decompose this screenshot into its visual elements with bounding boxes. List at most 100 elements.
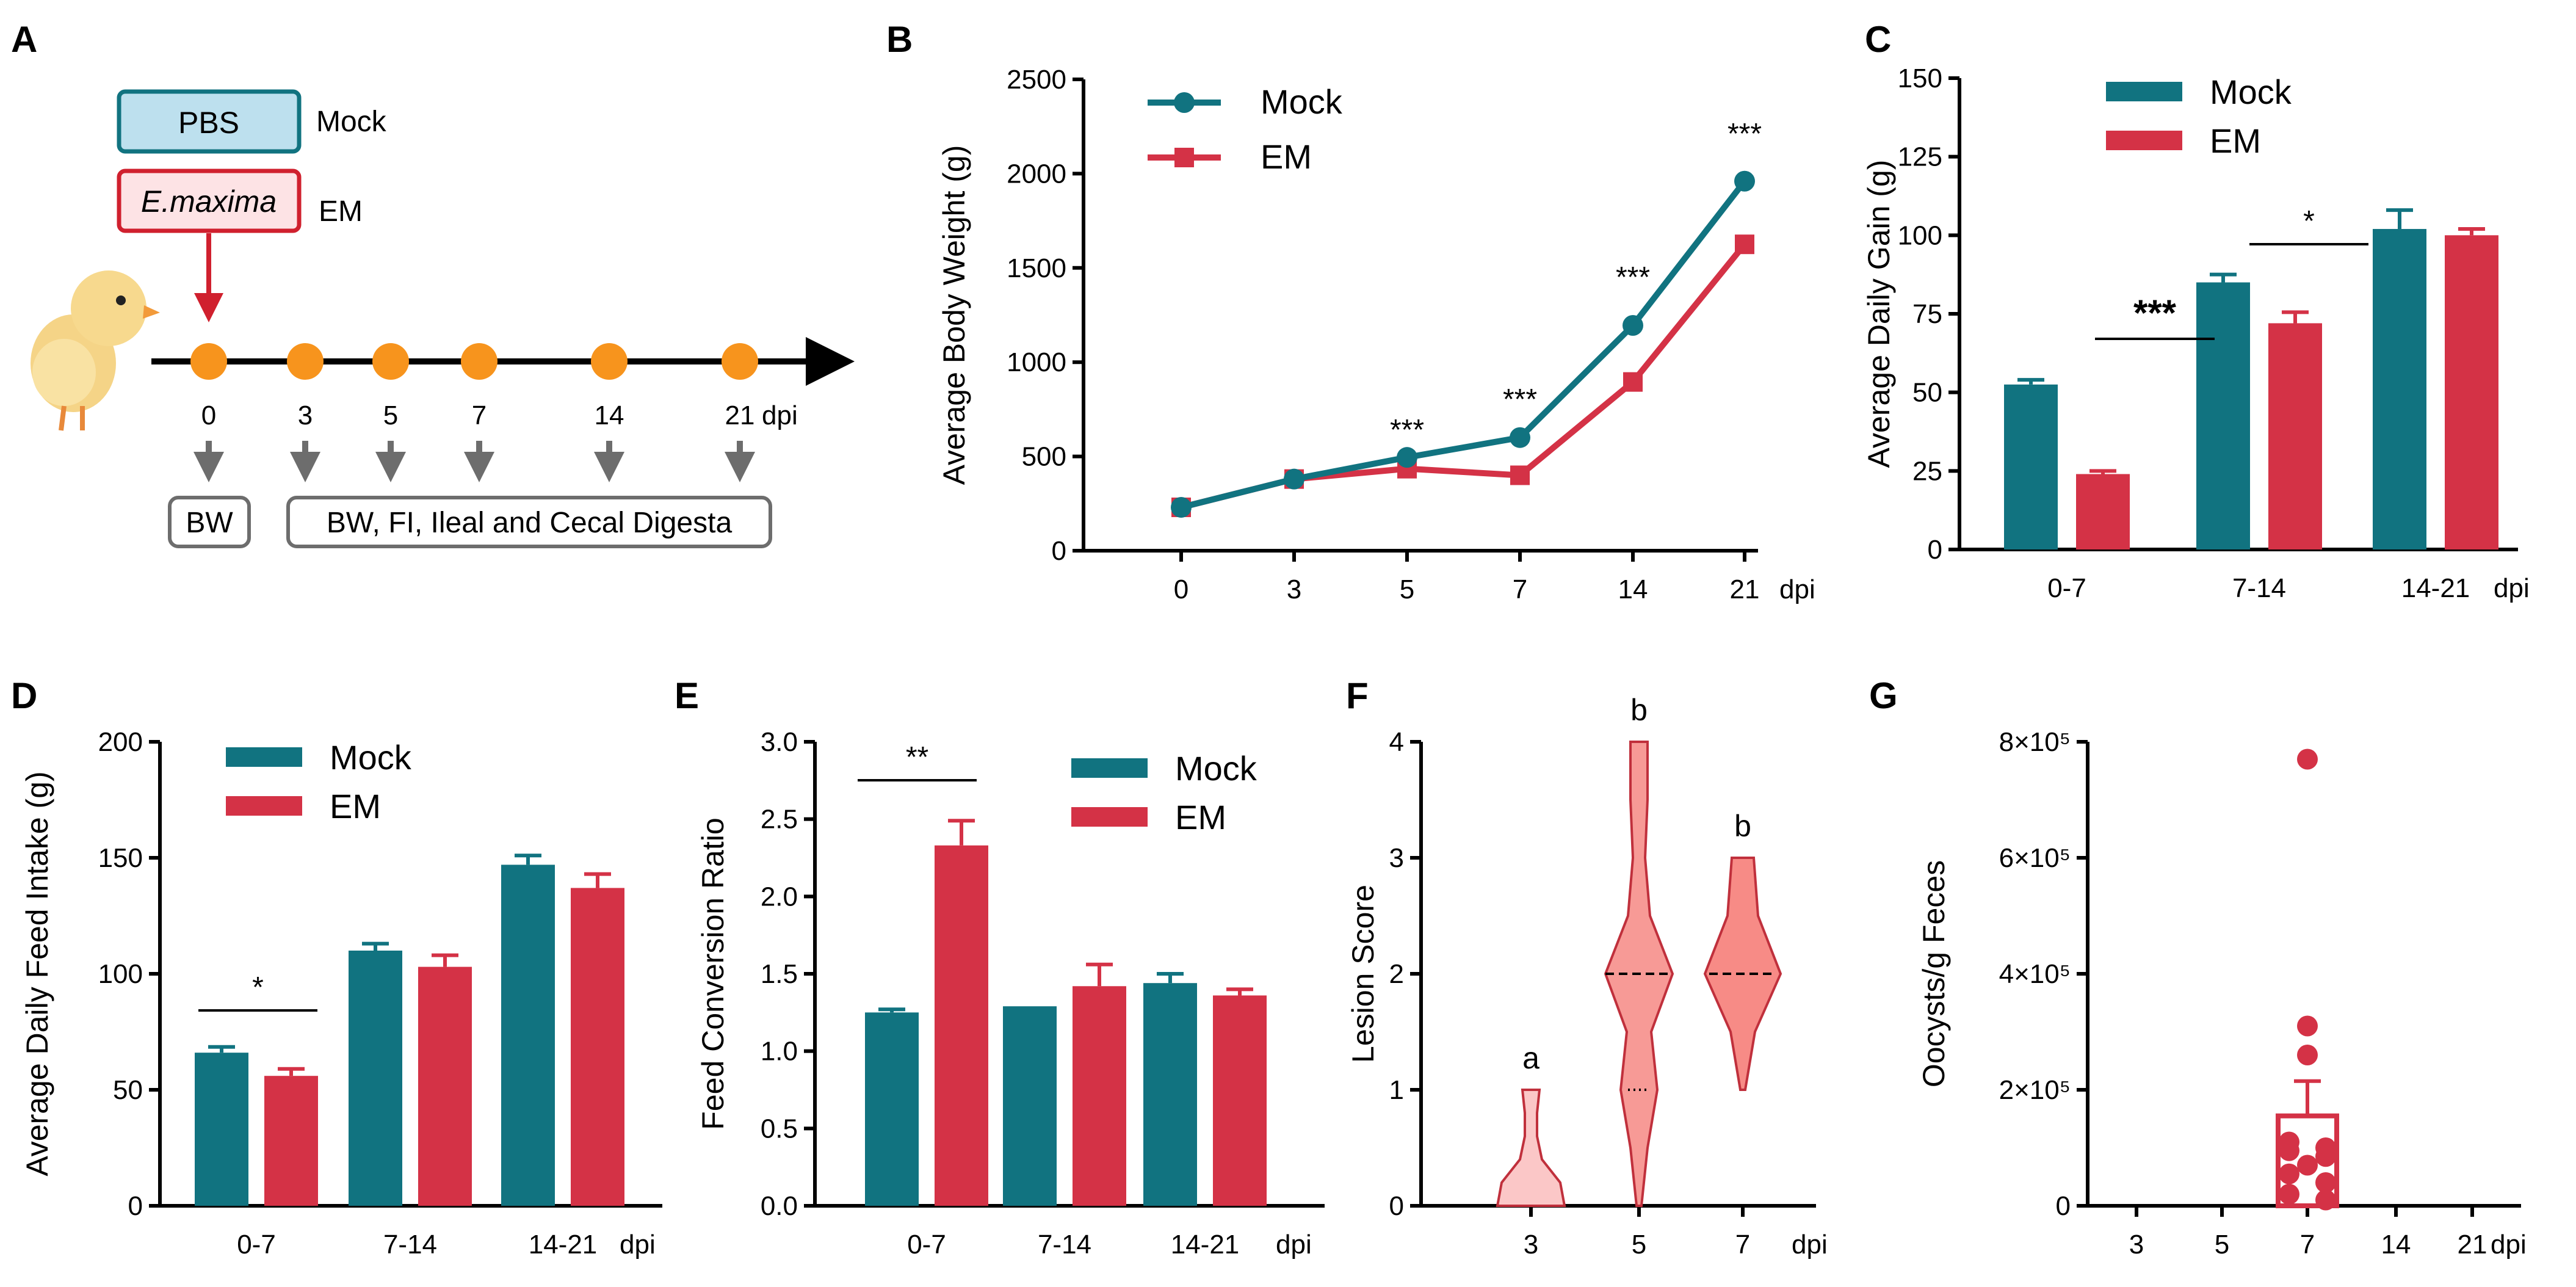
x-tick-label: 21	[1730, 575, 1760, 604]
violin-day-3	[1496, 1089, 1566, 1207]
data-point	[2297, 1045, 2318, 1065]
y-tick-label: 0	[128, 1191, 143, 1221]
panel-a: A PBS Mock E.maxima EM 0 3 5 7 14 21 dpi BW BW…	[11, 19, 855, 548]
x-tick-label: 0	[1174, 575, 1189, 604]
chart-f: 0 1 2 3 4 Lesion Score 3 5 7 dpi a b b	[1346, 693, 1828, 1260]
x-tick-label: 14-21	[2401, 573, 2470, 603]
pbs-label: PBS	[178, 106, 239, 140]
bar-mock	[1143, 983, 1197, 1206]
em-box	[117, 169, 302, 233]
legend-marker-mock	[1174, 92, 1195, 113]
y-tick-label: 1500	[1007, 253, 1066, 283]
legend-label-mock: Mock	[330, 738, 412, 777]
bar-mock	[2373, 229, 2426, 549]
x-tick-label: 7-14	[2232, 573, 2286, 603]
data-point	[2279, 1184, 2299, 1205]
y-tick-label: 2.5	[761, 805, 798, 835]
y-tick-label: 2	[1389, 959, 1404, 989]
timeline-dot-day-14	[591, 343, 628, 380]
y-tick-label: 2×10⁵	[1999, 1075, 2071, 1105]
y-axis-title: Average Daily Gain (g)	[1862, 160, 1896, 468]
data-point-mock	[1510, 427, 1530, 448]
y-tick-label: 3.0	[761, 727, 798, 757]
x-axis-unit: dpi	[620, 1230, 656, 1260]
x-tick-label: 7-14	[383, 1230, 437, 1260]
bar-em	[1073, 986, 1126, 1206]
data-point-mock	[1397, 447, 1417, 468]
chart-d: 0 50 100 150 200 Average Daily Feed Intake (g…	[20, 727, 662, 1260]
x-axis-unit: dpi	[2491, 1230, 2527, 1260]
bar-em	[264, 1076, 318, 1206]
legend-swatch-mock	[1071, 758, 1148, 778]
x-tick-label: 5	[2215, 1230, 2229, 1260]
bar-mock	[501, 865, 555, 1206]
timeline-dot-day-3	[287, 343, 324, 380]
chart-e: 0.0 0.5 1.0 1.5 2.0 2.5 3.0 Feed Conversion Rat…	[696, 727, 1325, 1260]
bar-mock	[195, 1053, 248, 1206]
timeline-dot-day-0	[190, 343, 227, 380]
timeline-day-label: 5	[383, 401, 398, 430]
legend-label-em: EM	[2210, 121, 2261, 160]
y-tick-label: 75	[1912, 299, 1942, 329]
legend-label-em: EM	[1261, 137, 1312, 176]
y-axis-title: Oocysts/g Feces	[1917, 860, 1951, 1087]
data-point	[2297, 749, 2318, 770]
legend-label-em: EM	[330, 787, 381, 825]
bar-em	[2268, 323, 2322, 549]
series-line-mock	[1180, 179, 1747, 510]
timeline-dot-day-7	[461, 343, 497, 380]
panel-letter-b: B	[886, 19, 913, 60]
panel-letter-c: C	[1865, 19, 1891, 60]
bar-em	[1213, 995, 1267, 1206]
x-tick-label: 7	[1735, 1230, 1750, 1260]
y-tick-label: 0.5	[761, 1114, 798, 1144]
bar-em	[571, 888, 624, 1206]
x-axis-unit: dpi	[1779, 575, 1815, 604]
x-tick-label: 7	[1513, 575, 1527, 604]
x-tick-label: 5	[1400, 575, 1414, 604]
y-axis-title: Lesion Score	[1346, 885, 1380, 1063]
y-tick-label: 1.0	[761, 1037, 798, 1067]
em-group-label: EM	[319, 195, 363, 228]
y-tick-label: 125	[1898, 142, 1942, 172]
group-letter: b	[1734, 809, 1751, 843]
legend-label-em: EM	[1175, 798, 1226, 836]
y-tick-label: 150	[98, 843, 143, 873]
timeline-day-label: 14	[595, 401, 624, 430]
y-tick-label: 6×10⁵	[1999, 843, 2071, 873]
significance-marker: **	[906, 741, 928, 774]
y-tick-label: 8×10⁵	[1999, 727, 2071, 757]
x-tick-label: 14-21	[529, 1230, 598, 1260]
y-tick-label: 1000	[1007, 347, 1066, 377]
data-point	[2315, 1172, 2336, 1193]
x-tick-label: 3	[2129, 1230, 2144, 1260]
x-tick-label: 14	[1618, 575, 1648, 604]
panel-letter-f: F	[1346, 675, 1369, 716]
legend-swatch-em	[226, 796, 302, 816]
data-point-em	[1510, 465, 1530, 485]
y-axis-title: Average Body Weight (g)	[937, 145, 971, 485]
legend-swatch-em	[2106, 131, 2182, 150]
significance-marker: ***	[1503, 383, 1537, 416]
legend-marker-em	[1174, 148, 1194, 167]
panel-letter-e: E	[675, 675, 699, 716]
y-tick-label: 0.0	[761, 1191, 798, 1221]
bw-box-label: BW	[186, 507, 233, 539]
bar-mock	[865, 1012, 919, 1206]
data-point	[2315, 1189, 2336, 1211]
data-point-em	[1735, 234, 1754, 255]
y-axis-title: Average Daily Feed Intake (g)	[20, 771, 54, 1176]
timeline-dpi-label: dpi	[762, 401, 798, 430]
y-tick-label: 3	[1389, 843, 1404, 873]
timeline-day-label: 7	[472, 401, 487, 430]
x-tick-label: 5	[1632, 1230, 1646, 1260]
significance-marker: ***	[1390, 414, 1424, 446]
x-axis-unit: dpi	[1276, 1230, 1312, 1260]
y-tick-label: 1.5	[761, 959, 798, 989]
significance-marker: ***	[1616, 261, 1650, 294]
x-tick-label: 21	[2458, 1230, 2487, 1260]
em-box-label: E.maxima	[141, 184, 277, 219]
y-tick-label: 100	[1898, 220, 1942, 250]
pbs-box	[117, 89, 302, 154]
